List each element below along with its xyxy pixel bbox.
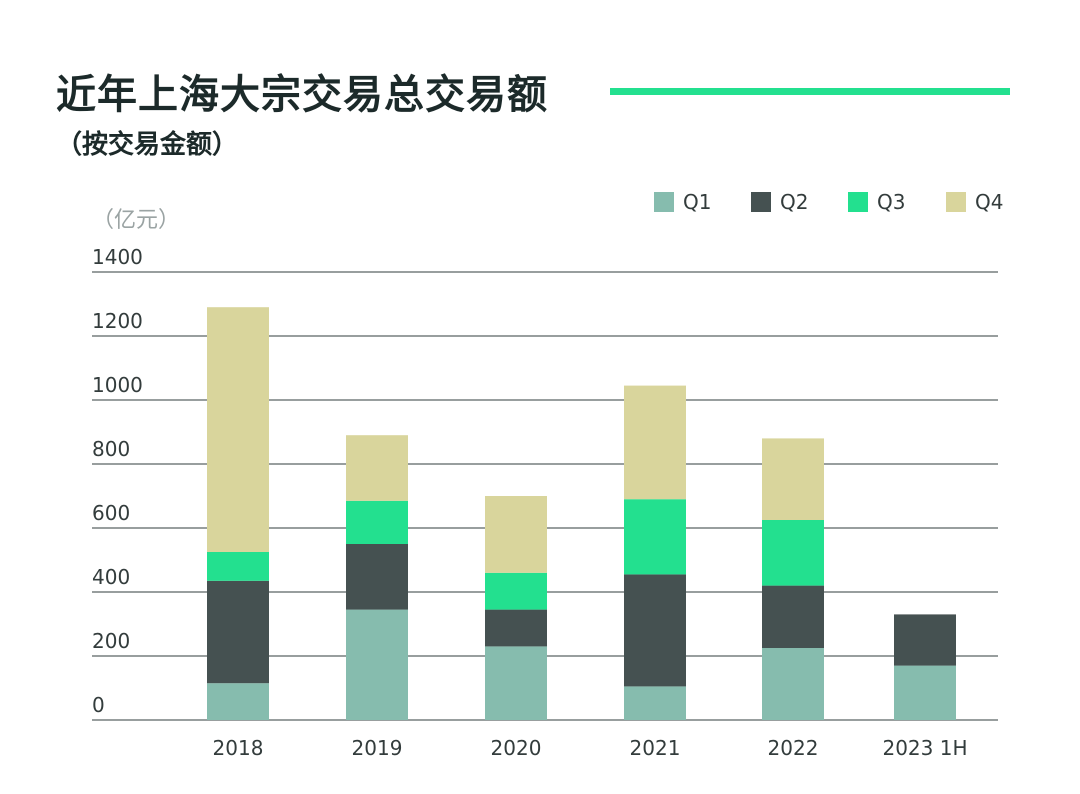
legend: Q1 Q2 Q3 Q4 [654,190,1003,214]
bar-2023-1H-Q1 [894,665,956,720]
bar-2021-Q2 [624,574,686,687]
axis-labels: 0 200 400 600 800 1000 1200 1400 2018 2019 2020 202… [92,245,968,760]
bars [207,307,956,720]
x-tick-label: 2022 [768,736,819,760]
bar-2018-Q4 [207,307,269,552]
bar-2021-Q4 [624,385,686,500]
title-accent-rule [610,88,1010,95]
bar-2020-Q3 [485,572,547,610]
y-tick-label: 1200 [92,309,143,333]
x-tick-label: 2019 [352,736,403,760]
bar-2019-Q3 [346,500,408,544]
bar-2019-Q1 [346,609,408,720]
bar-2021-Q1 [624,686,686,720]
y-tick-label: 200 [92,629,130,653]
y-tick-label: 800 [92,437,130,461]
legend-swatch-Q1 [654,192,674,212]
legend-label-Q3: Q3 [877,190,905,214]
bar-2019-Q4 [346,435,408,501]
bar-2018-Q2 [207,580,269,684]
legend-label-Q4: Q4 [975,190,1003,214]
bar-2021-Q3 [624,499,686,575]
chart-title: 近年上海大宗交易总交易额 [56,72,548,118]
bar-2020-Q2 [485,609,547,647]
bar-2022-Q1 [762,648,824,720]
bar-2023-1H-Q2 [894,614,956,666]
legend-swatch-Q4 [946,192,966,212]
bar-2022-Q3 [762,520,824,586]
x-tick-label: 2021 [630,736,681,760]
bar-2020-Q4 [485,496,547,573]
y-tick-label: 400 [92,565,130,589]
y-tick-label: 0 [92,693,105,717]
y-tick-label: 600 [92,501,130,525]
x-tick-label: 2020 [491,736,542,760]
chart-subtitle: （按交易金额） [56,130,239,160]
bar-2020-Q1 [485,646,547,720]
legend-label-Q2: Q2 [780,190,808,214]
legend-swatch-Q2 [751,192,771,212]
bar-2018-Q3 [207,552,269,581]
y-tick-label: 1000 [92,373,143,397]
legend-swatch-Q3 [848,192,868,212]
bar-2022-Q2 [762,585,824,648]
x-tick-label: 2023 1H [882,736,967,760]
y-tick-label: 1400 [92,245,143,269]
legend-label-Q1: Q1 [683,190,711,214]
y-axis-unit-label: （亿元） [92,208,181,233]
bar-2018-Q1 [207,683,269,720]
x-tick-label: 2018 [213,736,264,760]
bar-2019-Q2 [346,544,408,610]
bar-2022-Q4 [762,438,824,520]
